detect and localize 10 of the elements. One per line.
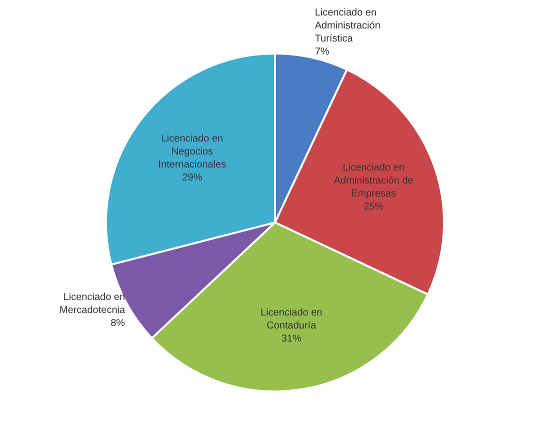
data-label: 7% (314, 46, 330, 58)
data-label: 25% (364, 201, 384, 212)
data-label: 8% (110, 318, 126, 330)
slice-label: Licenciado en Administración de Empresas (334, 162, 414, 200)
slice-label: Licenciado en Administración Turística (314, 8, 380, 45)
slice-label: Licenciado en Mercadotecnia (59, 292, 126, 316)
data-label: 29% (182, 172, 202, 184)
slice-label: Licenciado en Negocios Internacionales (158, 134, 226, 171)
data-label: 31% (281, 334, 302, 345)
slice-label: Licenciado en Contaduría (260, 308, 322, 332)
